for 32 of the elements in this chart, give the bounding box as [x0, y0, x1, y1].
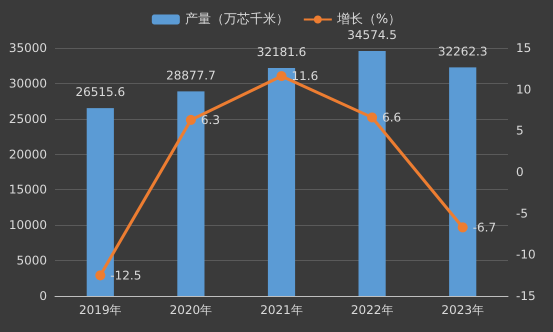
- data-label: 34574.5: [347, 28, 397, 42]
- y2-tick-label: 10: [516, 82, 532, 96]
- y2-tick-label: -10: [516, 248, 536, 262]
- x-tick-label: 2021年: [260, 303, 303, 317]
- y-tick-label: 25000: [8, 112, 47, 126]
- data-label: 32181.6: [256, 44, 306, 59]
- legend-label: 增长（%）: [336, 12, 402, 27]
- y-tick-label: 5000: [16, 254, 47, 268]
- x-tick-label: 2019年: [79, 303, 122, 317]
- y2-tick-label: 0: [516, 165, 524, 179]
- point: [95, 270, 106, 280]
- y2-tick-label: -5: [516, 206, 528, 220]
- y-tick-label: 10000: [8, 218, 47, 232]
- data-label: 28877.7: [166, 68, 216, 82]
- y2-tick-label: 15: [516, 41, 532, 55]
- y-tick-label: 15000: [8, 182, 47, 197]
- x-tick-label: 2023年: [441, 303, 484, 317]
- y-tick-label: 35000: [8, 41, 47, 55]
- x-tick-label: 2022年: [350, 303, 394, 317]
- data-label: 32262.3: [438, 44, 488, 58]
- x-tick-label: 2020年: [170, 303, 212, 317]
- point: [458, 222, 468, 232]
- point: [186, 114, 196, 125]
- y2-tick-label: -15: [516, 289, 536, 303]
- y-tick-label: 0: [39, 289, 47, 303]
- data-label: 26515.6: [75, 85, 126, 100]
- legend-label: 产量（万芯千米）: [184, 12, 289, 27]
- y-tick-label: 20000: [8, 147, 47, 162]
- y2-tick-label: 5: [516, 124, 524, 138]
- point: [367, 112, 378, 122]
- point: [276, 71, 286, 82]
- y-tick-label: 30000: [8, 76, 47, 90]
